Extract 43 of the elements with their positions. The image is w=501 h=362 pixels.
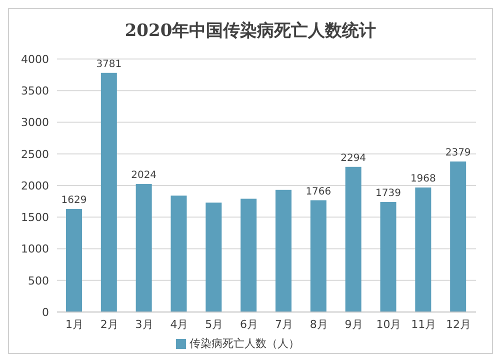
chart-title: 2020年中国传染病死亡人数统计 — [124, 20, 378, 43]
bar — [136, 184, 152, 312]
bar — [170, 196, 187, 312]
data-label: 2379 — [445, 148, 471, 159]
data-label: 2024 — [131, 170, 157, 181]
x-tick-label: 3月 — [135, 318, 154, 331]
x-tick-label: 9月 — [344, 318, 363, 331]
data-label: 1766 — [306, 186, 332, 198]
bar — [66, 208, 82, 312]
y-tick-label: 3000 — [21, 116, 49, 130]
x-tick-label: 2月 — [100, 318, 118, 331]
x-tick-label: 12月 — [446, 318, 472, 331]
x-tick-label: 7月 — [274, 318, 293, 331]
y-tick-label: 500 — [28, 274, 49, 288]
bar — [100, 72, 117, 312]
bar — [206, 202, 222, 312]
y-tick-label: 0 — [42, 306, 49, 319]
data-label: 2294 — [340, 152, 366, 164]
x-tick-label: 8月 — [310, 318, 328, 331]
data-label: 1629 — [61, 194, 87, 206]
legend-label: 传染病死亡人数（人） — [190, 337, 300, 350]
bar — [415, 188, 432, 312]
data-label: 1739 — [376, 188, 401, 200]
data-label: 3781 — [96, 58, 122, 70]
y-tick-label: 4000 — [21, 52, 49, 66]
x-tick-label: 6月 — [240, 318, 258, 331]
x-tick-label: 4月 — [170, 318, 188, 331]
x-tick-label: 10月 — [376, 318, 402, 331]
bar — [240, 198, 257, 312]
bar — [450, 162, 466, 312]
x-tick-label: 5月 — [205, 318, 224, 331]
y-tick-label: 1500 — [21, 211, 49, 224]
y-tick-label: 1000 — [21, 242, 49, 256]
y-tick-label: 2500 — [21, 148, 49, 161]
bar — [380, 202, 396, 312]
x-tick-label: 1月 — [65, 318, 84, 331]
data-label: 1968 — [410, 174, 436, 185]
bar — [310, 200, 326, 312]
bar — [276, 190, 292, 312]
y-tick-label: 2000 — [21, 179, 49, 192]
y-tick-label: 3500 — [21, 84, 49, 98]
bar — [345, 166, 362, 312]
x-tick-label: 11月 — [411, 318, 436, 331]
